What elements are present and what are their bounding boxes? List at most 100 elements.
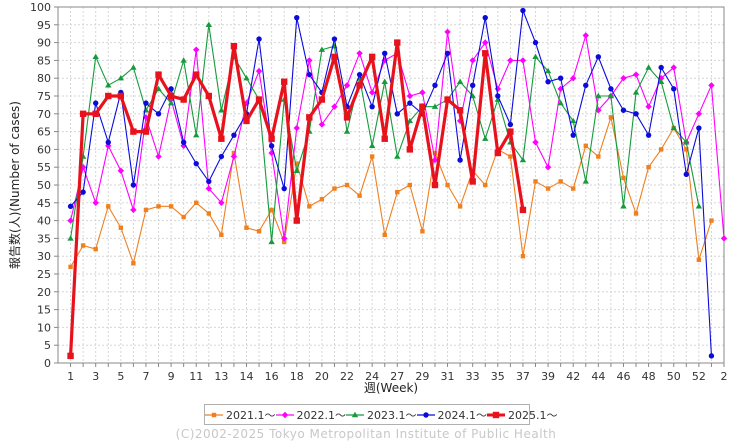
y-tick-label: 75	[37, 90, 51, 103]
data-point	[351, 411, 359, 417]
y-tick-label: 70	[37, 108, 51, 121]
data-point	[670, 124, 677, 131]
data-point	[469, 57, 476, 64]
legend-label: 2025.1〜	[508, 408, 558, 422]
data-point	[319, 197, 325, 202]
data-point	[205, 21, 212, 27]
data-point	[318, 46, 326, 52]
data-point	[695, 110, 703, 117]
legend-item: 2023.1〜	[346, 407, 417, 423]
data-point	[457, 204, 463, 209]
data-point	[318, 121, 326, 128]
x-tick-label: 20	[315, 370, 329, 383]
chart-legend: 2021.1〜 2022.1〜 2023.1〜 2024.1〜 2025.1〜	[204, 404, 558, 425]
data-point	[307, 204, 312, 209]
data-point	[557, 85, 564, 93]
data-point	[570, 132, 576, 138]
data-point	[331, 36, 338, 42]
data-point	[117, 167, 125, 174]
data-point	[432, 82, 438, 89]
data-point	[545, 186, 551, 191]
data-point	[255, 96, 263, 103]
x-tick-label: 22	[340, 370, 354, 383]
data-point	[645, 103, 652, 110]
legend-swatch	[205, 412, 223, 417]
series-1	[68, 115, 714, 270]
data-point	[369, 154, 375, 159]
data-point	[646, 165, 651, 170]
y-tick-label: 35	[37, 232, 51, 245]
data-point	[683, 171, 690, 178]
data-point	[444, 50, 451, 56]
data-point	[67, 203, 74, 210]
data-point	[218, 153, 225, 160]
data-point	[570, 117, 577, 124]
data-point	[231, 150, 237, 156]
data-point	[155, 71, 162, 78]
data-point	[456, 78, 464, 84]
data-point	[544, 67, 552, 74]
legend-swatch	[487, 411, 505, 418]
x-tick-label: 2	[721, 370, 728, 383]
data-point	[206, 178, 212, 185]
data-point	[595, 92, 602, 99]
data-point	[658, 64, 664, 71]
data-point	[281, 185, 287, 192]
data-point	[143, 207, 149, 213]
x-tick-label: 39	[541, 370, 555, 383]
data-point	[243, 117, 250, 125]
data-point	[456, 107, 464, 114]
data-point	[117, 92, 125, 100]
data-point	[394, 39, 401, 46]
data-point	[269, 207, 274, 213]
data-point	[206, 211, 211, 216]
data-point	[131, 261, 136, 266]
legend-label: 2023.1〜	[367, 408, 417, 422]
data-point	[683, 139, 690, 145]
data-point	[519, 206, 527, 214]
data-point	[684, 147, 689, 152]
data-point	[709, 218, 714, 223]
data-point	[255, 67, 263, 75]
data-point	[557, 99, 564, 106]
data-point	[92, 110, 99, 117]
data-point	[444, 28, 451, 36]
data-point	[156, 204, 161, 209]
data-point	[520, 254, 526, 259]
data-point	[431, 103, 439, 109]
data-point	[407, 182, 413, 188]
data-point	[406, 146, 414, 153]
data-point	[394, 111, 400, 117]
legend-swatch	[346, 411, 364, 417]
x-tick-label: 37	[516, 370, 530, 383]
x-tick-label: 29	[415, 370, 429, 383]
data-point	[406, 92, 414, 100]
x-tick-label: 3	[92, 370, 99, 383]
data-point	[294, 161, 299, 166]
data-point	[632, 89, 640, 95]
data-point	[343, 82, 351, 89]
x-tick-label: 13	[214, 370, 228, 383]
data-point	[167, 99, 175, 106]
data-point	[431, 156, 439, 164]
legend-swatch	[416, 411, 435, 418]
legend-label: 2022.1〜	[296, 408, 347, 422]
data-point	[532, 139, 539, 146]
data-point	[633, 111, 639, 117]
data-point	[620, 203, 627, 209]
x-tick-label: 48	[642, 370, 656, 383]
data-point	[105, 82, 112, 88]
data-point	[508, 154, 513, 159]
data-point	[331, 103, 338, 110]
data-point	[67, 352, 74, 360]
data-point	[596, 154, 601, 159]
data-point	[117, 75, 125, 81]
data-point	[381, 78, 388, 84]
data-point	[281, 239, 287, 245]
data-point	[557, 75, 564, 81]
y-tick-label: 5	[44, 339, 51, 352]
data-point	[368, 53, 376, 61]
data-point	[520, 7, 526, 14]
y-axis: 0 5 10 15 20 25 30 35 40 45 50 55 60 65 70 75 80 85 90 95 10…	[30, 1, 58, 370]
